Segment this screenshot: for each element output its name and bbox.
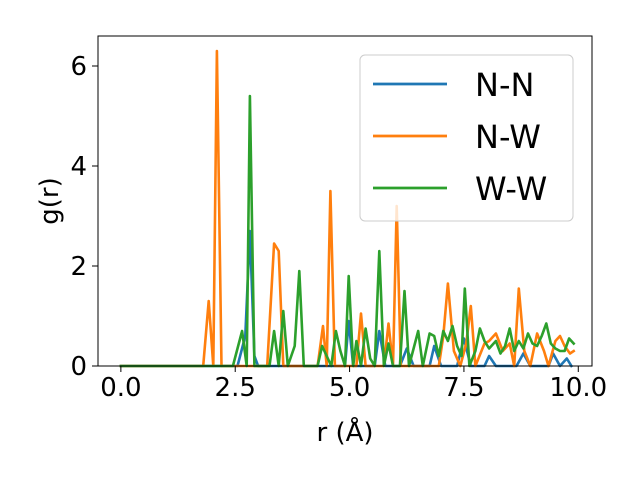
y-axis-ticks: 0 2 4 6 — [70, 52, 98, 382]
x-tick-label: 10.0 — [549, 373, 607, 403]
legend-label-n-w: N-W — [475, 118, 541, 156]
legend-label-w-w: W-W — [475, 170, 547, 208]
y-tick-label: 0 — [70, 352, 87, 382]
x-tick-label: 2.5 — [215, 373, 256, 403]
series-line-n-w — [119, 49, 576, 368]
legend-label-n-n: N-N — [475, 66, 534, 104]
x-tick-label: 7.5 — [443, 373, 484, 403]
y-tick-label: 2 — [70, 252, 87, 282]
x-tick-label: 5.0 — [329, 373, 370, 403]
legend-box — [359, 54, 574, 222]
x-axis-label: r (Å) — [316, 416, 373, 448]
y-tick-label: 4 — [70, 152, 87, 182]
legend: N-N N-W W-W — [359, 54, 574, 222]
y-axis-label: g(r) — [35, 177, 65, 224]
plot-frame — [97, 35, 593, 367]
x-axis-ticks: 0.0 2.5 5.0 7.5 10.0 — [100, 366, 607, 403]
x-tick-label: 0.0 — [100, 373, 141, 403]
legend-items: N-N N-W W-W — [373, 66, 547, 208]
y-tick-label: 6 — [70, 52, 87, 82]
